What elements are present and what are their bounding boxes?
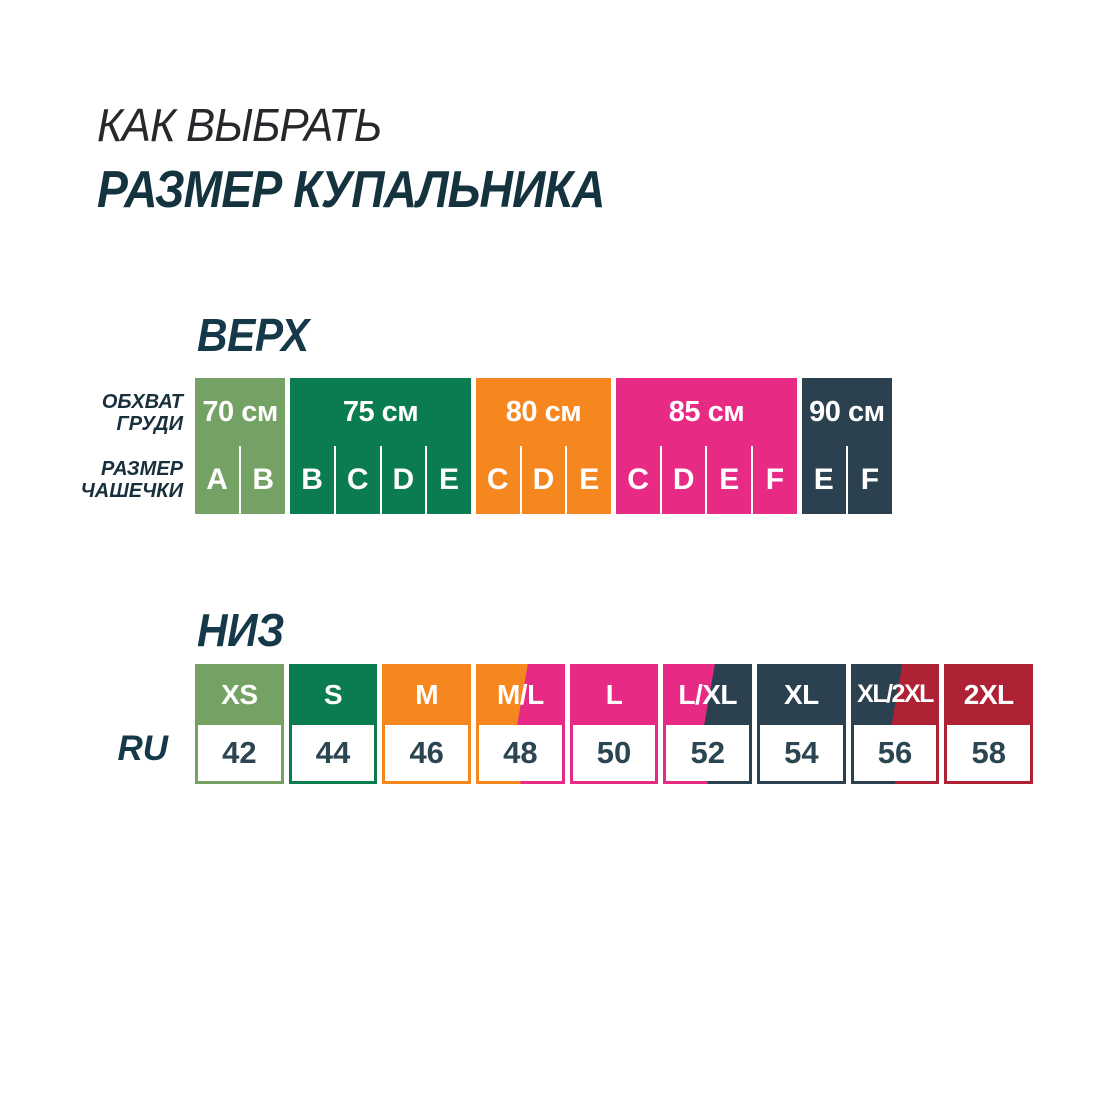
cup-letters-row: B C D E [290,446,471,514]
ru-value-frame: 52 [663,725,753,784]
cup-letters-row: C D E F [616,446,797,514]
ru-row-label: RU [117,729,168,768]
cup-size-cell: D [659,446,706,514]
size-label: XL/2XL [850,664,940,725]
bottom-size-cell-lxl: L/XL 52 [663,664,753,784]
size-label: M [382,664,472,725]
chest-block-85: 85 см C D E F [616,378,797,514]
cup-size-cell: C [627,463,649,496]
cup-size-cell: D [379,446,426,514]
bottom-size-cell-l: L 50 [569,664,659,784]
top-size-table: 70 см A B 75 см B C D E 80 см C D E 85 [195,378,892,514]
bottom-size-cell-ml: M/L 48 [476,664,565,784]
bottom-size-cell-xl: XL 54 [757,664,846,784]
chest-size-label: 85 см [668,395,745,428]
cup-size-cell: A [206,463,228,496]
size-label: XS [195,664,284,725]
cup-letters-row: A B [195,446,285,514]
chest-size-label: 90 см [809,395,885,428]
ru-size-value: 48 [479,725,562,781]
ru-value-frame: 44 [288,725,378,784]
ru-size-value: 54 [760,725,843,781]
ru-size-value: 58 [947,725,1031,781]
page-title-line2: РАЗМЕР КУПАЛЬНИКА [97,161,605,219]
bottom-size-cell-m: M 46 [382,664,472,784]
chest-block-90: 90 см E F [801,378,892,514]
size-label: 2XL [944,664,1034,725]
chest-block-70: 70 см A B [195,378,286,514]
cup-letters-row: E F [802,446,892,514]
cup-size-cell: F [845,446,892,514]
size-label: M/L [476,664,565,725]
size-label: L [569,664,659,725]
cup-size-cell: C [333,446,380,514]
chest-block-75: 75 см B C D E [290,378,471,514]
ru-value-frame: 42 [195,725,284,784]
cup-size-cell: E [705,446,751,514]
cup-letters-row: C D E [476,446,611,514]
bottom-size-cell-s: S 44 [288,664,378,784]
cup-size-cell: B [239,446,285,514]
bottom-size-cell-xl2xl: XL/2XL 56 [850,664,940,784]
ru-value-frame: 54 [757,725,846,784]
chest-block-80: 80 см C D E [475,378,612,514]
ru-size-value: 46 [385,725,469,781]
section-heading-top: ВЕРХ [197,309,309,361]
cup-size-cell: E [813,463,834,496]
chest-size-label: 80 см [505,395,582,428]
cup-size-cell: E [565,446,611,514]
cup-size-cell: B [301,463,323,496]
bottom-size-cell-xs: XS 42 [195,664,284,784]
cup-size-row-label: РАЗМЕР ЧАШЕЧКИ [80,458,183,502]
ru-value-frame: 58 [944,725,1034,784]
size-label: S [288,664,378,725]
cup-size-cell: C [486,463,509,496]
size-label: XL [757,664,846,725]
ru-value-frame: 48 [476,725,565,784]
chest-size-label: 75 см [342,395,419,428]
cup-size-cell: F [751,446,797,514]
bottom-size-cell-2xl: 2XL 58 [944,664,1034,784]
ru-value-frame: 46 [382,725,472,784]
ru-size-value: 42 [198,725,281,781]
ru-size-value: 50 [572,725,656,781]
ru-size-value: 52 [666,725,750,781]
cup-size-cell: E [425,446,471,514]
size-label: L/XL [663,664,753,725]
page-title-line1: КАК ВЫБРАТЬ [97,99,382,151]
cup-size-cell: D [519,446,566,514]
ru-value-frame: 56 [850,725,940,784]
ru-size-value: 56 [853,725,937,781]
section-heading-bottom: НИЗ [197,604,284,656]
chest-circumference-row-label: ОБХВАТ ГРУДИ [101,391,183,435]
chest-size-label: 70 см [202,395,278,428]
ru-size-value: 44 [291,725,375,781]
ru-value-frame: 50 [569,725,659,784]
bottom-size-table: XS 42 S 44 M 46 M/L 48 L 50 [195,664,1034,784]
